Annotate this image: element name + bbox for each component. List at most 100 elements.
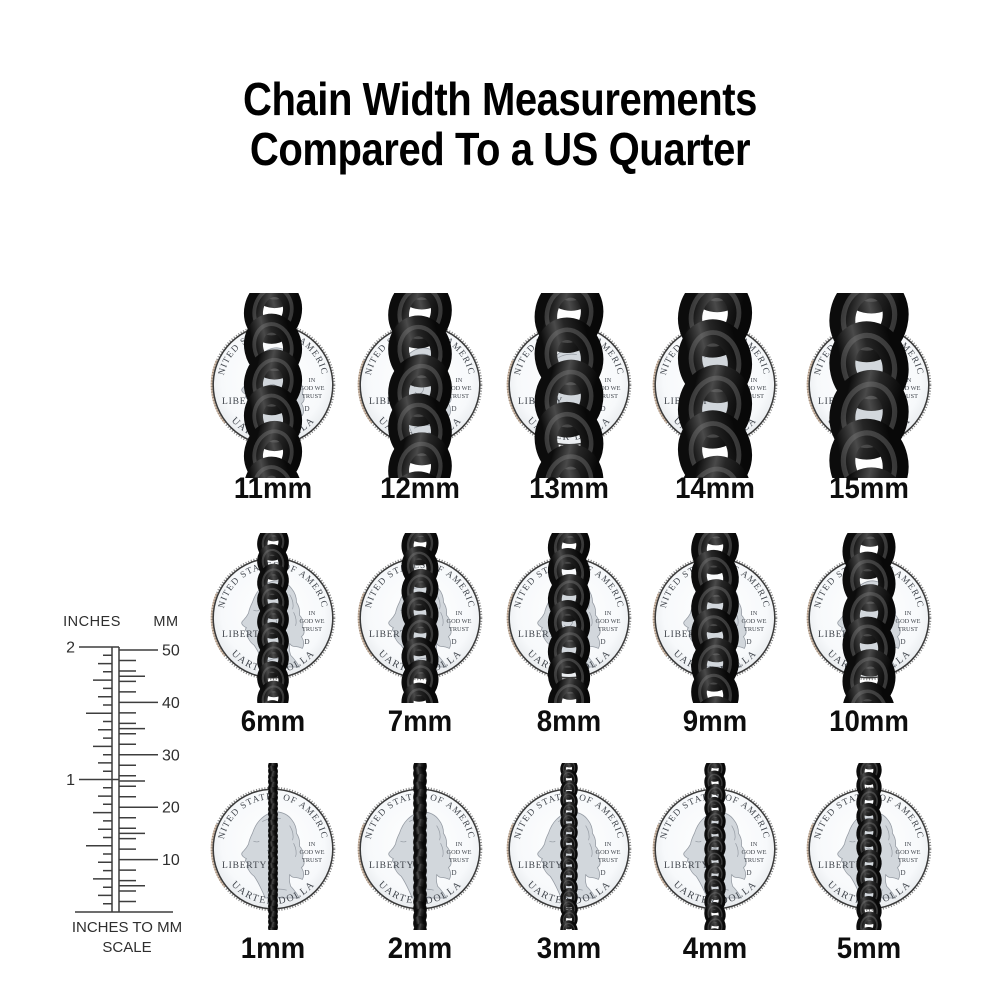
svg-text:TRUST: TRUST bbox=[598, 393, 618, 400]
coin-mint-mark: D bbox=[600, 638, 605, 646]
coin-motto-text: IN GOD WE TRUST bbox=[447, 610, 472, 633]
quarter-with-chain-image: UNITED STATES OF AMERICA QUARTER DOLLAR … bbox=[198, 533, 336, 703]
svg-text:TRUST: TRUST bbox=[302, 626, 322, 633]
chain-width-label: 13mm bbox=[529, 472, 609, 505]
coin-mint-mark: D bbox=[746, 638, 751, 646]
svg-text:TRUST: TRUST bbox=[744, 857, 764, 864]
coin-liberty-text: LIBERTY bbox=[818, 630, 863, 640]
svg-text:GOD WE: GOD WE bbox=[447, 385, 472, 392]
chain-overlay bbox=[401, 533, 439, 703]
chain-sample-cell-3mm: UNITED STATES OF AMERICA QUARTER DOLLAR … bbox=[494, 763, 644, 930]
svg-text:GOD WE: GOD WE bbox=[300, 385, 325, 392]
ruler-scale-image: INCHES MM 2 1 50 40 30 20 10 INCHES TO MM SCALE bbox=[63, 614, 182, 956]
svg-text:GOD WE: GOD WE bbox=[596, 618, 621, 625]
coin-motto-text: IN GOD WE TRUST bbox=[596, 377, 621, 400]
coin-mint-mark: D bbox=[600, 869, 605, 877]
chain-overlay bbox=[547, 533, 591, 703]
ruler-mm-label: 10 bbox=[162, 852, 180, 869]
svg-text:TRUST: TRUST bbox=[302, 857, 322, 864]
svg-text:TRUST: TRUST bbox=[598, 857, 618, 864]
svg-text:TRUST: TRUST bbox=[449, 857, 469, 864]
quarter-coin: UNITED STATES OF AMERICA QUARTER DOLLAR … bbox=[345, 763, 483, 912]
quarter-with-chain-image: UNITED STATES OF AMERICA QUARTER DOLLAR … bbox=[345, 763, 483, 930]
chain-width-label: 14mm bbox=[675, 472, 755, 505]
chain-overlay bbox=[534, 293, 604, 478]
coin-mint-mark: D bbox=[451, 638, 456, 646]
coin-motto-text: IN GOD WE TRUST bbox=[447, 841, 472, 864]
svg-text:GOD WE: GOD WE bbox=[447, 849, 472, 856]
svg-text:TRUST: TRUST bbox=[898, 393, 918, 400]
quarter-with-chain-image: UNITED STATES OF AMERICA QUARTER DOLLAR … bbox=[640, 293, 778, 478]
quarter-with-chain-image: UNITED STATES OF AMERICA QUARTER DOLLAR … bbox=[198, 763, 336, 930]
chain-sample-cell-7mm: UNITED STATES OF AMERICA QUARTER DOLLAR … bbox=[345, 533, 495, 703]
chain-overlay bbox=[704, 763, 726, 930]
coin-motto-text: IN GOD WE TRUST bbox=[896, 841, 921, 864]
chain-overlay bbox=[560, 763, 578, 930]
svg-text:GOD WE: GOD WE bbox=[596, 849, 621, 856]
chain-sample-cell-10mm: UNITED STATES OF AMERICA QUARTER DOLLAR … bbox=[794, 533, 944, 703]
svg-text:IN: IN bbox=[605, 841, 612, 848]
ruler-mm-label: 30 bbox=[162, 747, 180, 764]
svg-text:TRUST: TRUST bbox=[744, 393, 764, 400]
chain-sample-cell-8mm: UNITED STATES OF AMERICA QUARTER DOLLAR … bbox=[494, 533, 644, 703]
chain-overlay bbox=[842, 533, 896, 703]
chain-width-label: 2mm bbox=[387, 932, 453, 965]
coin-liberty-text: LIBERTY bbox=[222, 861, 267, 871]
svg-text:IN: IN bbox=[905, 377, 912, 384]
chain-overlay bbox=[388, 293, 452, 478]
chain-sample-cell-14mm: UNITED STATES OF AMERICA QUARTER DOLLAR … bbox=[640, 293, 790, 478]
quarter-with-chain-image: UNITED STATES OF AMERICA QUARTER DOLLAR … bbox=[794, 763, 932, 930]
chain-overlay bbox=[268, 763, 278, 930]
chain-width-label: 15mm bbox=[829, 472, 909, 505]
ruler-inch-label: 2 bbox=[66, 640, 75, 657]
svg-text:TRUST: TRUST bbox=[744, 626, 764, 633]
svg-text:GOD WE: GOD WE bbox=[300, 618, 325, 625]
coin-mint-mark: D bbox=[451, 405, 456, 413]
title-line-2: Compared To a US Quarter bbox=[249, 123, 751, 175]
chain-overlay bbox=[856, 763, 882, 930]
chain-sample-cell-12mm: UNITED STATES OF AMERICA QUARTER DOLLAR … bbox=[345, 293, 495, 478]
svg-text:IN: IN bbox=[605, 377, 612, 384]
svg-text:IN: IN bbox=[456, 610, 463, 617]
coin-mint-mark: D bbox=[600, 405, 605, 413]
chain-sample-cell-13mm: UNITED STATES OF AMERICA QUARTER DOLLAR … bbox=[494, 293, 644, 478]
ruler-mm-label: 40 bbox=[162, 695, 180, 712]
coin-motto-text: IN GOD WE TRUST bbox=[300, 610, 325, 633]
quarter-with-chain-image: UNITED STATES OF AMERICA QUARTER DOLLAR … bbox=[640, 763, 778, 930]
chain-width-label: 5mm bbox=[836, 932, 902, 965]
coin-mint-mark: D bbox=[304, 405, 309, 413]
quarter-with-chain-image: UNITED STATES OF AMERICA QUARTER DOLLAR … bbox=[494, 293, 632, 478]
coin-motto-text: IN GOD WE TRUST bbox=[742, 841, 767, 864]
svg-text:IN: IN bbox=[905, 841, 912, 848]
chain-sample-cell-2mm: UNITED STATES OF AMERICA QUARTER DOLLAR … bbox=[345, 763, 495, 930]
coin-motto-text: IN GOD WE TRUST bbox=[742, 377, 767, 400]
coin-mint-mark: D bbox=[746, 869, 751, 877]
coin-motto-text: IN GOD WE TRUST bbox=[896, 377, 921, 400]
svg-text:IN: IN bbox=[456, 841, 463, 848]
svg-text:GOD WE: GOD WE bbox=[896, 618, 921, 625]
svg-text:GOD WE: GOD WE bbox=[896, 385, 921, 392]
chain-width-label: 7mm bbox=[387, 705, 453, 738]
ruler-mm-label: 50 bbox=[162, 643, 180, 660]
quarter-with-chain-image: UNITED STATES OF AMERICA QUARTER DOLLAR … bbox=[794, 533, 932, 703]
chain-width-label: 8mm bbox=[536, 705, 602, 738]
coin-liberty-text: LIBERTY bbox=[518, 861, 563, 871]
svg-text:IN: IN bbox=[905, 610, 912, 617]
chain-sample-cell-5mm: UNITED STATES OF AMERICA QUARTER DOLLAR … bbox=[794, 763, 944, 930]
quarter-with-chain-image: UNITED STATES OF AMERICA QUARTER DOLLAR … bbox=[494, 533, 632, 703]
coin-motto-text: IN GOD WE TRUST bbox=[300, 377, 325, 400]
ruler-caption-line-2: SCALE bbox=[102, 939, 151, 956]
quarter-with-chain-image: UNITED STATES OF AMERICA QUARTER DOLLAR … bbox=[640, 533, 778, 703]
page-title: Chain Width Measurements Compared To a U… bbox=[0, 74, 1000, 174]
svg-text:IN: IN bbox=[309, 841, 316, 848]
svg-text:TRUST: TRUST bbox=[449, 393, 469, 400]
ruler-header-mm: MM bbox=[153, 614, 178, 630]
svg-text:IN: IN bbox=[605, 610, 612, 617]
chain-sample-cell-9mm: UNITED STATES OF AMERICA QUARTER DOLLAR … bbox=[640, 533, 790, 703]
coin-liberty-text: LIBERTY bbox=[369, 630, 414, 640]
svg-text:IN: IN bbox=[751, 377, 758, 384]
coin-motto-text: IN GOD WE TRUST bbox=[300, 841, 325, 864]
svg-text:IN: IN bbox=[309, 377, 316, 384]
chain-sample-cell-15mm: UNITED STATES OF AMERICA QUARTER DOLLAR … bbox=[794, 293, 944, 478]
